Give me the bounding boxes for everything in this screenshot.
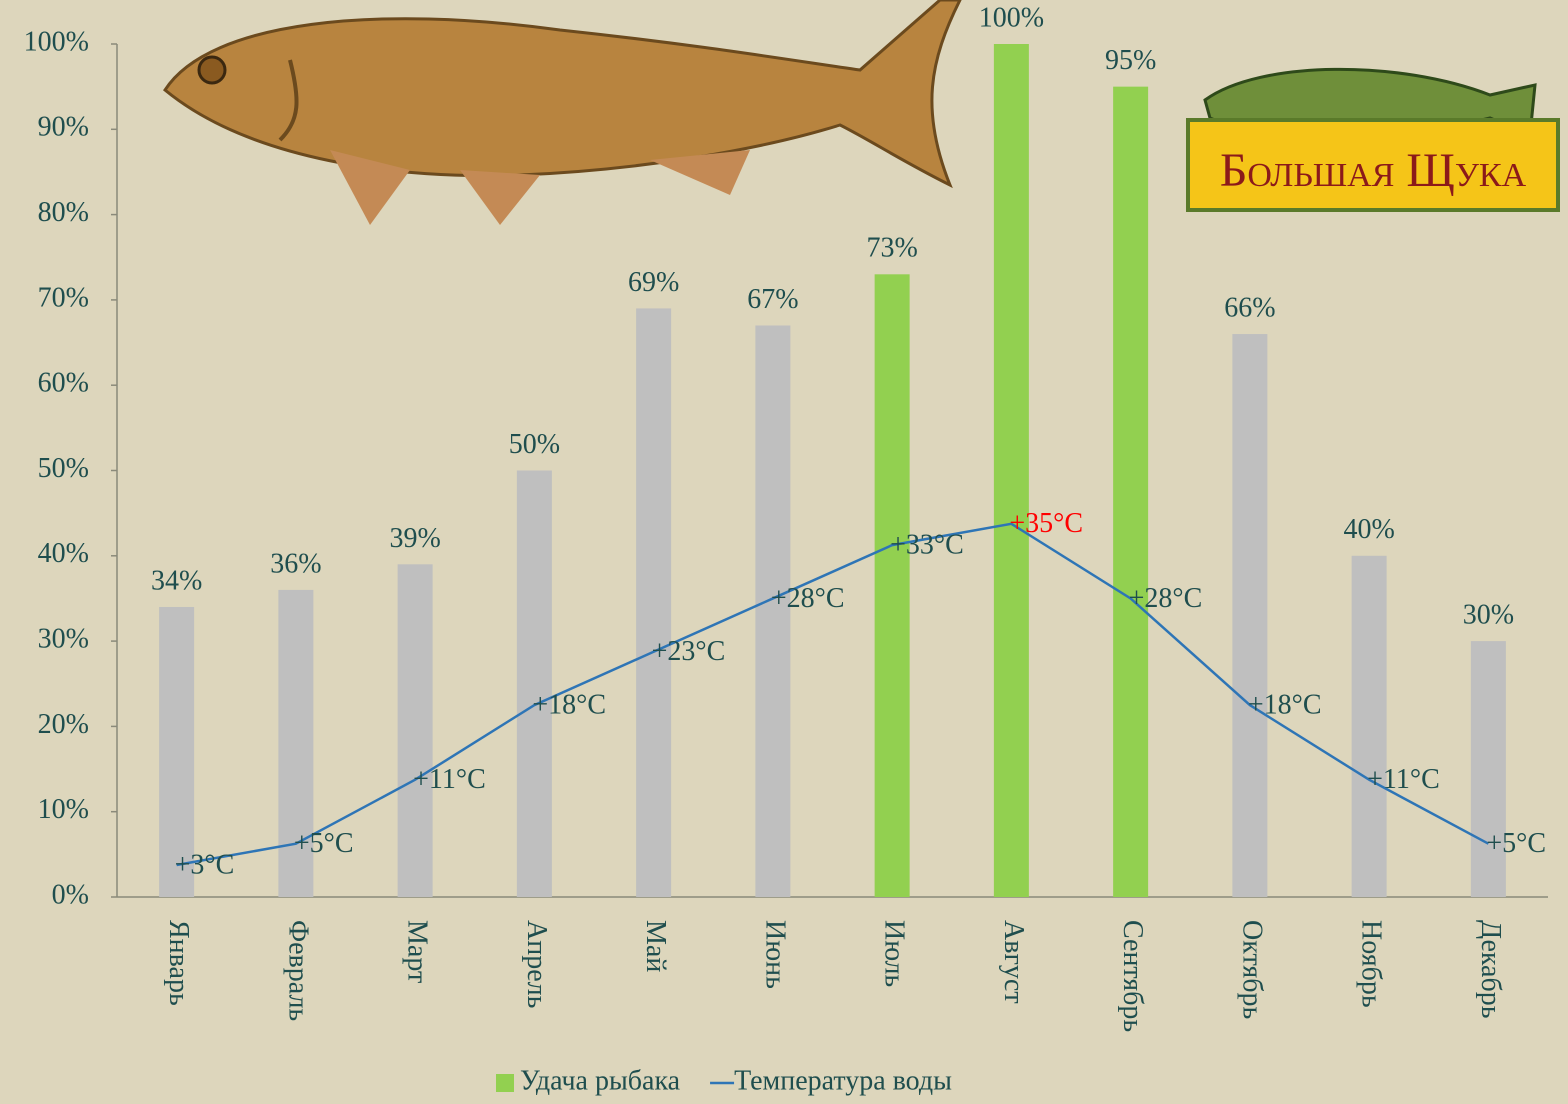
bar-value-label: 40%: [1343, 514, 1394, 545]
legend-label: Температура воды: [734, 1065, 952, 1096]
y-tick-label: 0%: [52, 879, 89, 910]
line-value-label: +11°C: [1367, 764, 1440, 795]
line: [176, 522, 1489, 867]
bar: [755, 325, 791, 897]
y-tick-label: 90%: [38, 112, 89, 143]
bar: [993, 44, 1029, 897]
logo: Большая Щука: [1186, 67, 1560, 212]
y-tick-label: 20%: [38, 709, 89, 740]
y-tick-label: 10%: [38, 794, 89, 825]
line-value-label: +28°C: [1129, 583, 1203, 614]
bar: [159, 606, 195, 897]
line-value-label: +28°C: [771, 583, 845, 614]
line-value-label: +33°C: [890, 530, 964, 561]
x-tick-label: Май: [640, 920, 671, 972]
carp-image: [163, 0, 962, 225]
x-tick-label: Апрель: [521, 920, 552, 1008]
bar: [1113, 86, 1149, 897]
x-tick-label: Ноябрь: [1356, 920, 1387, 1008]
bar-value-label: 73%: [866, 233, 917, 264]
bar: [1470, 641, 1506, 897]
x-tick-label: Июль: [879, 920, 910, 987]
bar-value-label: 50%: [509, 429, 560, 460]
y-tick-label: 60%: [38, 368, 89, 399]
y-tick-label: 40%: [38, 538, 89, 569]
line-value-label: +11°C: [413, 764, 486, 795]
bar-value-label: 69%: [628, 267, 679, 298]
bar-value-label: 67%: [747, 284, 798, 315]
legend-label: Удача рыбака: [520, 1065, 681, 1096]
x-tick-label: Июнь: [759, 920, 790, 989]
x-tick-label: Декабрь: [1475, 920, 1506, 1019]
line-value-label: +3°C: [175, 849, 235, 880]
line-value-label: +5°C: [294, 828, 354, 859]
line-value-label: +23°C: [652, 636, 726, 667]
x-tick-label: Январь: [163, 920, 194, 1006]
legend-swatch: [496, 1074, 514, 1092]
y-tick-label: 100%: [24, 26, 89, 57]
line-value-label: +5°C: [1486, 828, 1546, 859]
x-tick-label: Октябрь: [1236, 920, 1267, 1019]
bar: [1351, 555, 1387, 897]
y-tick-label: 70%: [38, 282, 89, 313]
line-value-label: +35°C: [1009, 508, 1083, 539]
bar-value-label: 100%: [979, 2, 1044, 33]
bar: [874, 274, 910, 897]
bar: [397, 564, 433, 897]
bar: [1232, 334, 1268, 897]
logo-text: Большая Щука: [1220, 144, 1527, 197]
x-tick-label: Февраль: [282, 920, 313, 1021]
x-tick-label: Март: [402, 920, 433, 983]
bar-value-label: 66%: [1224, 292, 1275, 323]
bar-value-label: 95%: [1105, 45, 1156, 76]
x-tick-label: Сентябрь: [1117, 920, 1148, 1032]
bar: [636, 308, 672, 897]
line-value-label: +18°C: [1248, 689, 1322, 720]
bar: [516, 470, 552, 897]
y-tick-label: 30%: [38, 624, 89, 655]
bar-value-label: 34%: [151, 565, 202, 596]
x-tick-label: Август: [998, 920, 1029, 1004]
y-tick-label: 50%: [38, 453, 89, 484]
bar-value-label: 39%: [389, 523, 440, 554]
line-value-label: +18°C: [532, 689, 606, 720]
y-tick-label: 80%: [38, 197, 89, 228]
bar-value-label: 36%: [270, 548, 321, 579]
bar-value-label: 30%: [1463, 600, 1514, 631]
